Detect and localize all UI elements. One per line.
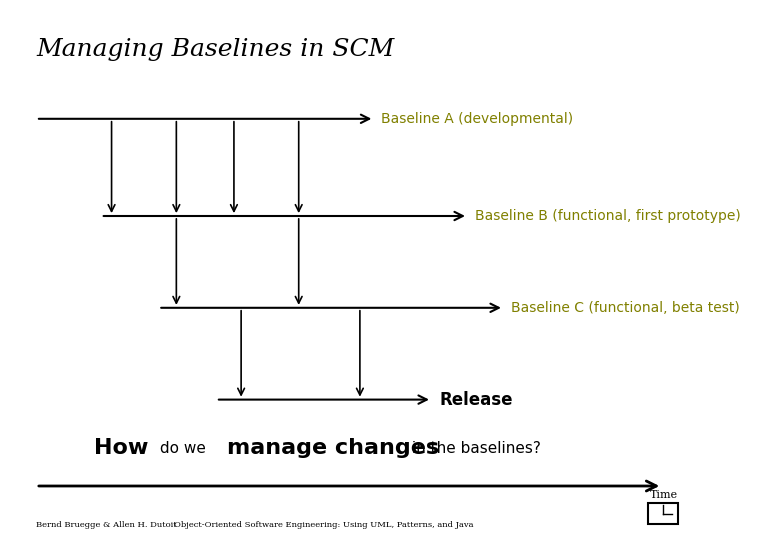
Text: Time: Time	[650, 489, 678, 500]
Text: Baseline B (functional, first prototype): Baseline B (functional, first prototype)	[475, 209, 741, 223]
Text: manage changes: manage changes	[227, 438, 439, 458]
Text: Object-Oriented Software Engineering: Using UML, Patterns, and Java: Object-Oriented Software Engineering: Us…	[174, 521, 473, 529]
Text: Bernd Bruegge & Allen H. Dutoit: Bernd Bruegge & Allen H. Dutoit	[36, 521, 176, 529]
Text: Baseline A (developmental): Baseline A (developmental)	[381, 112, 573, 126]
Bar	[648, 503, 678, 524]
Text: in the baselines?: in the baselines?	[406, 441, 541, 456]
Text: How: How	[94, 438, 148, 458]
Text: Baseline C (functional, beta test): Baseline C (functional, beta test)	[511, 301, 739, 315]
Text: Managing Baselines in SCM: Managing Baselines in SCM	[36, 38, 394, 61]
Text: Release: Release	[439, 390, 512, 409]
Text: do we: do we	[154, 441, 211, 456]
